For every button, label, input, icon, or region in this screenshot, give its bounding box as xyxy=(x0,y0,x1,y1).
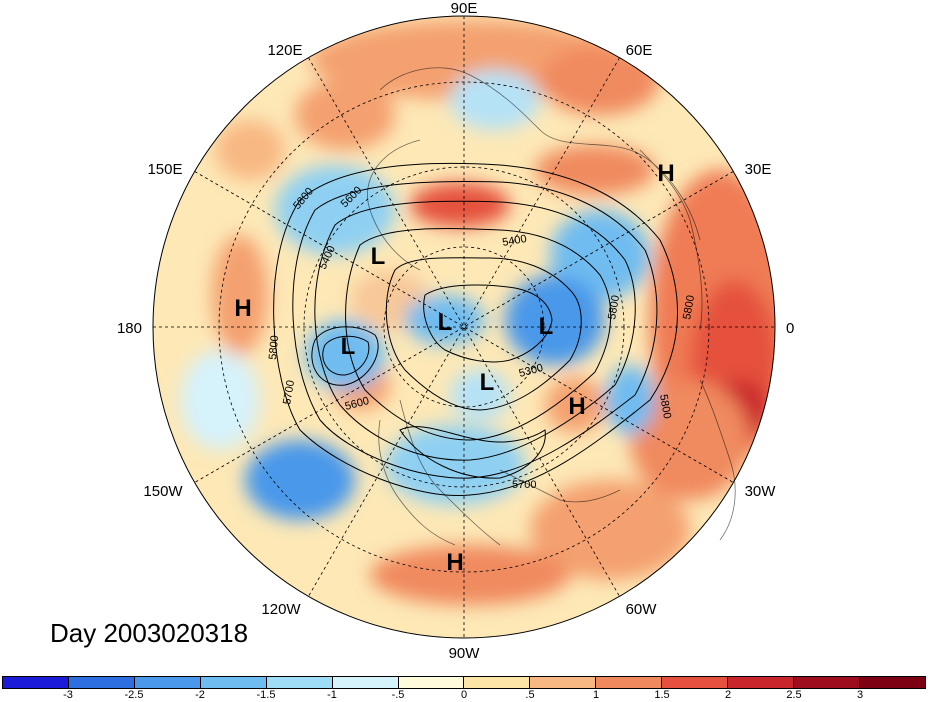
contour-line xyxy=(385,257,582,411)
lon-label-120w: 120W xyxy=(261,601,301,618)
lon-label-30e: 30E xyxy=(745,161,772,178)
colorbar-swatch xyxy=(68,677,135,688)
colorbar-swatch xyxy=(662,677,729,688)
colorbar-tick-label: 1 xyxy=(592,689,600,701)
colorbar-swatch xyxy=(200,677,267,688)
colorbar-swatch xyxy=(794,677,860,688)
contour-label: 5700 xyxy=(281,379,297,405)
colorbar xyxy=(2,676,926,689)
colorbar-tick-label: 2 xyxy=(724,689,732,701)
high-pressure-label: H xyxy=(568,393,585,420)
colorbar-tick-label: -2 xyxy=(195,689,205,701)
high-pressure-label: H xyxy=(446,549,463,576)
colorbar-swatch xyxy=(134,677,201,688)
lon-label-60e: 60E xyxy=(626,42,653,59)
lon-label-150w: 150W xyxy=(143,483,183,500)
colorbar-tick-label: 2.5 xyxy=(786,689,802,701)
colorbar-swatch xyxy=(3,677,69,688)
contour-label: 5400 xyxy=(501,233,527,249)
colorbar-tick-label: -.5 xyxy=(391,689,405,701)
high-pressure-label: H xyxy=(657,160,674,187)
contour-label: 5700 xyxy=(512,479,536,491)
colorbar-tick-label: -1 xyxy=(327,689,337,701)
anomaly-field xyxy=(153,16,775,638)
lon-label-60w: 60W xyxy=(626,601,658,618)
colorbar-swatch xyxy=(266,677,333,688)
colorbar-tick-label: -1.5 xyxy=(256,689,276,701)
colorbar-swatch xyxy=(464,677,531,688)
contour-label: 5800 xyxy=(267,335,281,360)
coastlines xyxy=(367,67,736,546)
colorbar-swatch xyxy=(332,677,399,688)
longitude-labels: 90E 60E 30E 0 30W 60W 90W 120W 150W 180 … xyxy=(117,0,794,662)
colorbar-swatch xyxy=(596,677,663,688)
colorbar-tick-label: .5 xyxy=(525,689,535,701)
lon-label-30w: 30W xyxy=(745,483,777,500)
colorbar-swatch xyxy=(728,677,795,688)
low-pressure-label: L xyxy=(480,369,495,396)
low-pressure-label: L xyxy=(341,333,356,360)
colorbar-swatch xyxy=(398,677,465,688)
contour-label: 5800 xyxy=(681,294,697,320)
colorbar-tick-label: -3 xyxy=(63,689,73,701)
lon-label-0: 0 xyxy=(786,320,794,337)
lon-label-150e: 150E xyxy=(147,161,182,178)
lon-label-180: 180 xyxy=(117,320,142,337)
contour-line xyxy=(292,180,658,479)
contour-line xyxy=(273,162,678,497)
contour-line xyxy=(322,335,370,376)
graticule xyxy=(153,16,775,638)
colorbar-tick-label: 3 xyxy=(856,689,864,701)
map-boundary xyxy=(152,15,776,639)
lon-label-90w: 90W xyxy=(449,645,481,662)
colorbar-tick-label: 0 xyxy=(460,689,468,701)
height-contours xyxy=(273,162,678,497)
pressure-centers: H H H H L L L L L xyxy=(234,160,674,576)
low-pressure-label: L xyxy=(438,309,453,336)
colorbar-tick-label: -2.5 xyxy=(124,689,144,701)
contour-line xyxy=(399,426,546,479)
low-pressure-label: L xyxy=(371,243,386,270)
lon-label-90e: 90E xyxy=(451,0,478,17)
low-pressure-label: L xyxy=(539,313,554,340)
colorbar-swatch xyxy=(859,677,925,688)
map-title: Day 2003020318 xyxy=(50,618,249,648)
colorbar-tick-label: 1.5 xyxy=(654,689,670,701)
contour-label: 5800 xyxy=(606,294,622,320)
high-pressure-label: H xyxy=(234,295,251,322)
contour-line xyxy=(423,284,553,363)
contour-line xyxy=(345,228,612,441)
colorbar-swatch xyxy=(530,677,597,688)
contour-label: 5800 xyxy=(657,393,673,419)
lon-label-120e: 120E xyxy=(267,42,302,59)
